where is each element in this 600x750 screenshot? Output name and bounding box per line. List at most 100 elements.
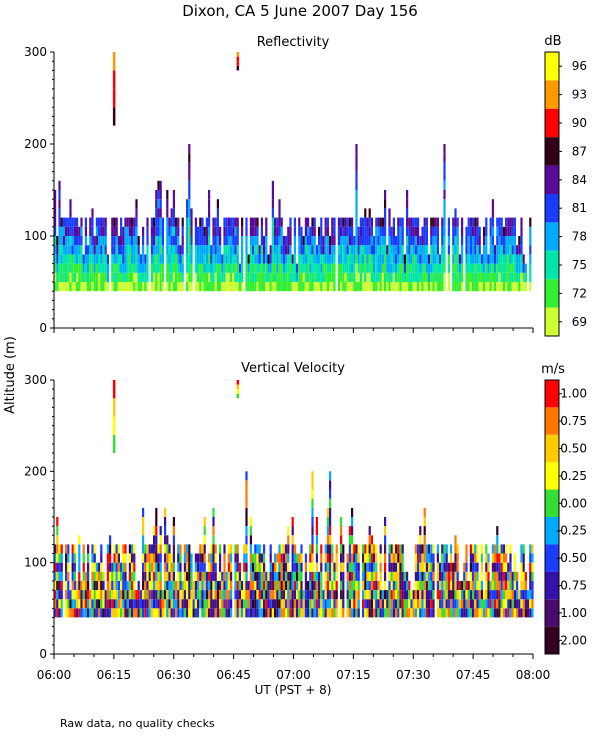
echo-cell: [357, 599, 360, 609]
echo-cell: [157, 282, 160, 292]
echo-cell: [487, 282, 490, 292]
echo-cell: [412, 272, 415, 282]
echo-cell: [153, 544, 156, 554]
echo-cell: [82, 544, 85, 554]
echo-cell: [54, 272, 57, 282]
echo-cell: [111, 236, 114, 246]
echo-cell: [128, 254, 131, 264]
echo-cell: [148, 580, 151, 590]
echo-cell: [172, 282, 175, 292]
echo-cell: [249, 544, 252, 554]
echo-cell: [364, 217, 367, 227]
echo-cell: [269, 562, 272, 572]
echo-cell: [71, 236, 74, 246]
echo-cell: [423, 526, 426, 536]
y-axis-label: Altitude (m): [3, 336, 18, 414]
echo-cell: [397, 571, 400, 581]
echo-cell: [122, 608, 125, 618]
echo-cell: [95, 272, 98, 282]
echo-cell: [500, 272, 503, 282]
echo-cell: [223, 272, 226, 282]
echo-cell: [287, 608, 290, 618]
echo-cell: [472, 245, 475, 255]
echo-cell: [300, 590, 303, 600]
echo-cell: [348, 226, 351, 236]
echo-cell: [238, 590, 241, 600]
echo-cell: [315, 282, 318, 292]
echo-cell: [111, 571, 114, 581]
isolated-echo: [112, 434, 116, 454]
echo-cell: [454, 544, 457, 554]
echo-cell: [252, 282, 255, 292]
echo-cell: [135, 282, 138, 292]
echo-cell: [219, 263, 222, 273]
echo-cell: [395, 272, 398, 282]
echo-cell: [192, 580, 195, 590]
echo-cell: [128, 245, 131, 255]
echo-cell: [320, 226, 323, 236]
echo-cell: [269, 544, 272, 554]
echo-cell: [93, 571, 96, 581]
echo-cell: [236, 571, 239, 581]
echo-cell: [285, 571, 288, 581]
echo-cell: [291, 254, 294, 264]
echo-cell: [104, 226, 107, 236]
echo-cell: [285, 272, 288, 282]
echo-cell: [529, 580, 532, 590]
echo-cell: [214, 544, 217, 554]
echo-cell: [397, 599, 400, 609]
echo-cell: [54, 208, 57, 218]
echo-cell: [421, 580, 424, 590]
x-tick-labels: 06:00 06:15 06:30 06:45 07:00 07:15 07:30 07:45…: [37, 668, 551, 682]
echo-cell: [485, 544, 488, 554]
echo-cell: [443, 263, 446, 273]
echo-cell: [166, 580, 169, 590]
echo-cell: [423, 535, 426, 545]
echo-cell: [133, 254, 136, 264]
echo-cell: [507, 571, 510, 581]
echo-cell: [280, 562, 283, 572]
echo-cell: [219, 590, 222, 600]
echo-cell: [502, 599, 505, 609]
echo-cell: [249, 217, 252, 227]
echo-cell: [254, 263, 257, 273]
echo-cell: [489, 599, 492, 609]
echo-cell: [254, 226, 257, 236]
echo-cell: [260, 608, 263, 618]
echo-cell: [113, 590, 116, 600]
echo-cell: [208, 217, 211, 227]
echo-cell: [67, 608, 70, 618]
echo-cell: [480, 272, 483, 282]
echo-cell: [511, 217, 514, 227]
echo-cell: [188, 553, 191, 563]
echo-cell: [280, 590, 283, 600]
echo-cell: [467, 254, 470, 264]
echo-cell: [320, 544, 323, 554]
echo-cell: [395, 282, 398, 292]
echo-cell: [401, 217, 404, 227]
echo-cell: [401, 236, 404, 246]
colorbar-tick-label: -0.50: [556, 551, 587, 565]
echo-cell: [485, 226, 488, 236]
echo-cell: [377, 226, 380, 236]
echo-cell: [150, 608, 153, 618]
echo-cell: [474, 571, 477, 581]
echo-cell: [324, 599, 327, 609]
echo-cell: [329, 236, 332, 246]
echo-cell: [346, 236, 349, 246]
echo-cell: [359, 254, 362, 264]
echo-cell: [153, 236, 156, 246]
echo-cell: [296, 571, 299, 581]
echo-cell: [472, 553, 475, 563]
echo-cell: [509, 553, 512, 563]
echo-cell: [199, 562, 202, 572]
echo-cell: [278, 571, 281, 581]
echo-cell: [298, 263, 301, 273]
echo-cell: [258, 263, 261, 273]
echo-cell: [507, 590, 510, 600]
echo-cell: [179, 263, 182, 273]
echo-cell: [267, 263, 270, 273]
echo-cell: [73, 236, 76, 246]
echo-cell: [441, 553, 444, 563]
echo-cell: [326, 236, 329, 246]
